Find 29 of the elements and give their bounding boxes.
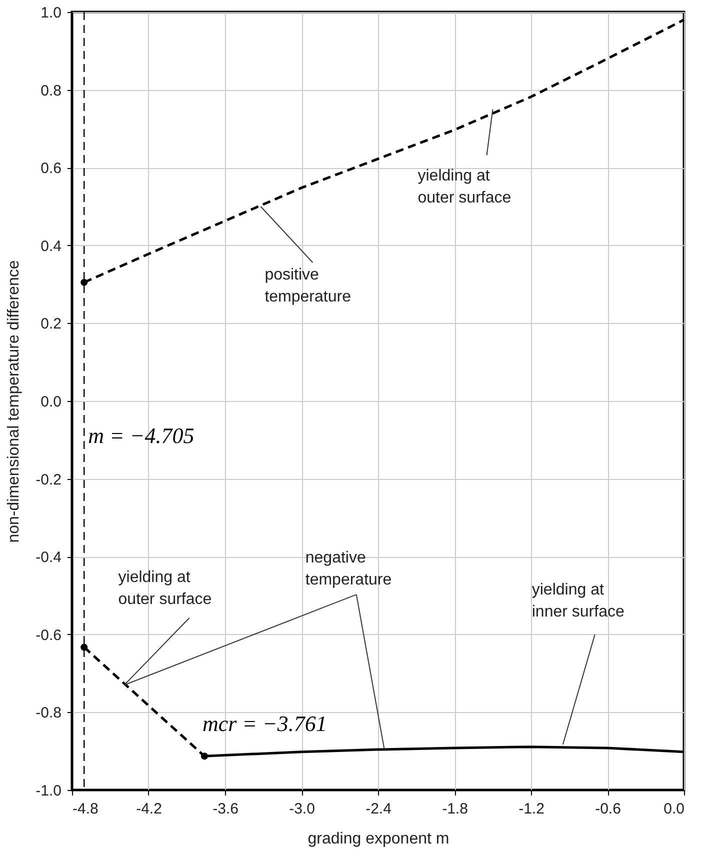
y-tick-label: 0.4 [40, 238, 62, 255]
x-tick-label: -1.2 [518, 800, 544, 818]
x-tick-label: 0.0 [664, 800, 684, 818]
y-tick-label: 0.0 [40, 394, 62, 410]
x-tick-label: -3.6 [212, 800, 238, 818]
x-tick-label: -4.8 [72, 800, 98, 818]
y-axis-title: non-dimensional temperature difference [6, 260, 23, 543]
y-tick-label: -0.4 [36, 549, 62, 566]
x-tick-label: -1.8 [442, 800, 468, 818]
x-tick-label: -2.4 [366, 800, 392, 818]
y-tick-label: 1.0 [40, 4, 62, 22]
annotation: positive temperature [264, 266, 352, 306]
y-tick-label: -0.2 [36, 471, 62, 488]
y-tick-label: 0.6 [40, 160, 62, 178]
annotation: yielding at inner surface [532, 581, 624, 620]
annotation: yielding at outer surface [418, 167, 512, 206]
y-tick-label: 0.8 [40, 82, 62, 100]
x-axis-title: grading exponent m [308, 830, 450, 848]
y-tick-label: -0.8 [36, 704, 62, 722]
x-tick-label: -0.6 [595, 800, 621, 818]
x-tick-label: -4.2 [136, 800, 162, 818]
annotation: mcr = −3.761 [202, 711, 327, 736]
y-tick-label: -0.6 [36, 626, 62, 644]
x-tick-label: -3.0 [289, 800, 315, 818]
annotation: negative temperature [305, 550, 392, 589]
annotation: yielding at outer surface [118, 568, 212, 608]
y-tick-label: -1.0 [36, 782, 62, 800]
ref-line-label: m = −4.705 [88, 423, 194, 448]
y-tick-label: 0.2 [40, 316, 62, 333]
